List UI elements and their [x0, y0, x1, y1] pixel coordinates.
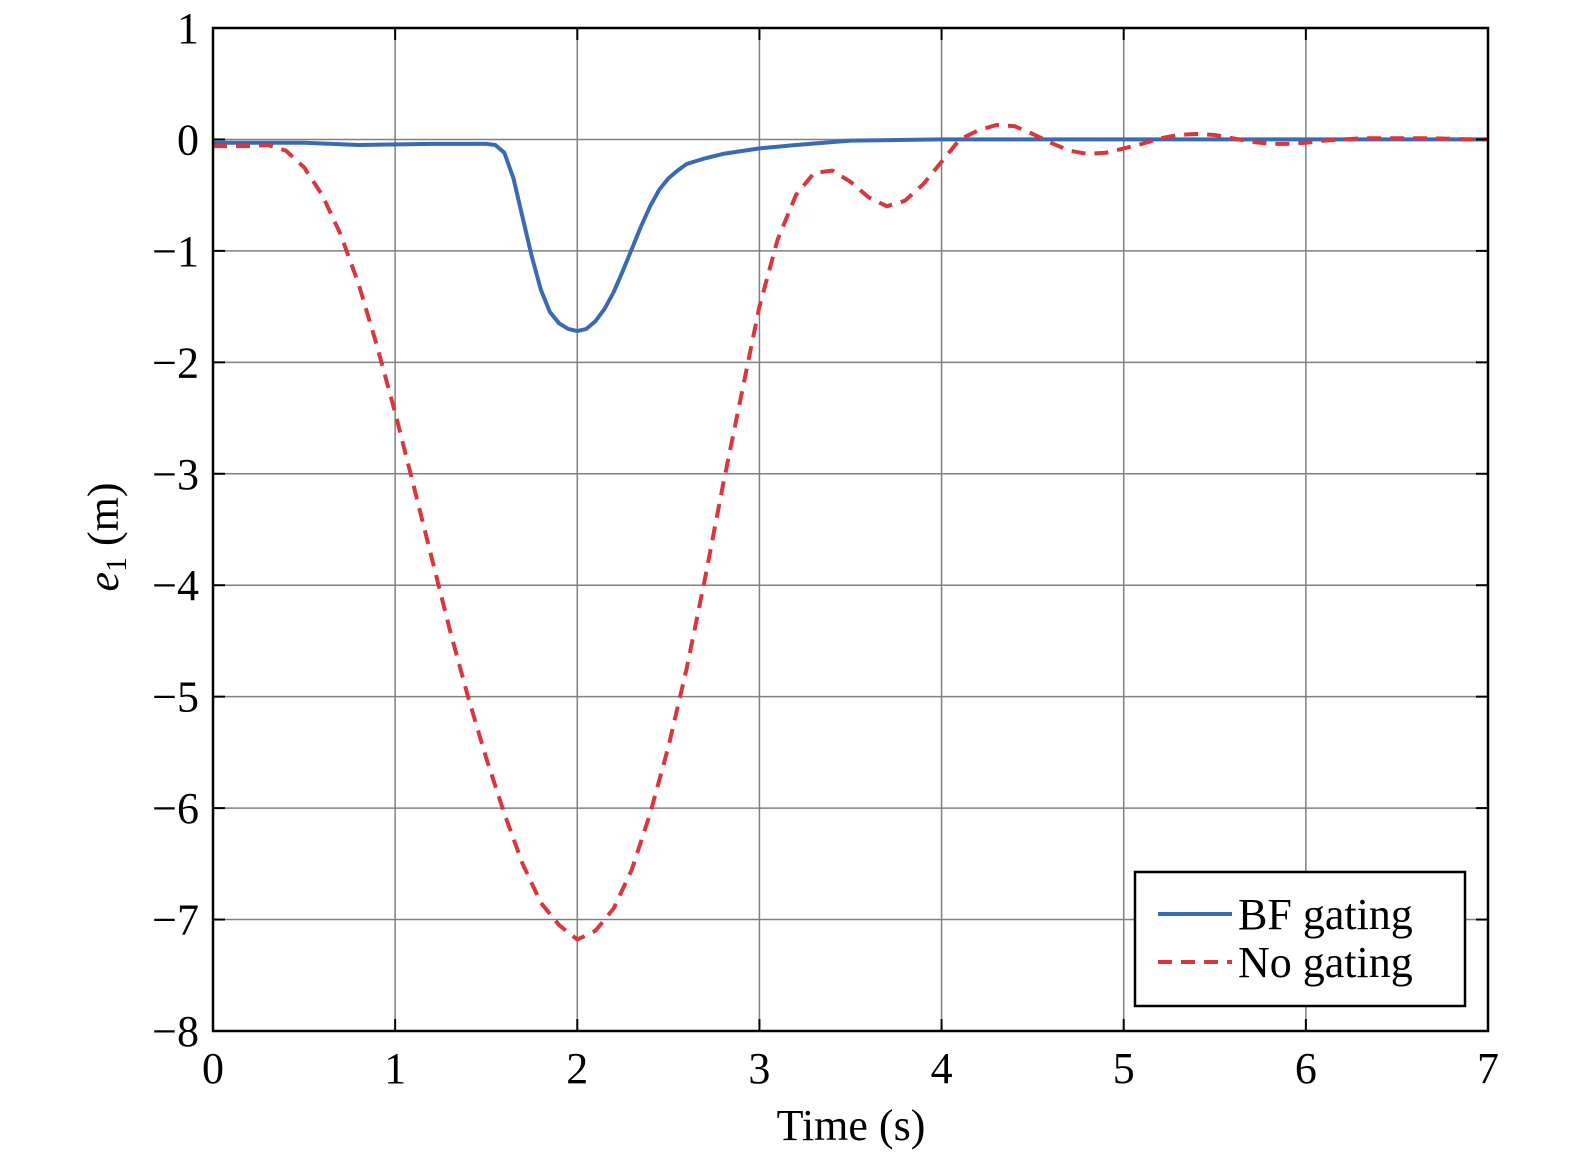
x-tick-label: 7 — [1477, 1044, 1499, 1093]
x-tick-label: 6 — [1295, 1044, 1317, 1093]
y-axis-label-subscript: 1 — [100, 557, 133, 572]
y-axis-label-unit: (m) — [79, 482, 128, 557]
legend-label-bf-gating: BF gating — [1238, 890, 1413, 939]
series-lines — [213, 123, 1488, 942]
y-axis-label: e1 (m) — [79, 482, 133, 591]
y-tick-label: −4 — [152, 561, 199, 610]
y-tick-label: −2 — [152, 338, 199, 387]
y-tick-label: −8 — [152, 1007, 199, 1056]
x-axis-label: Time (s) — [777, 1101, 926, 1150]
y-tick-label: 0 — [177, 115, 199, 164]
legend-box — [1133, 870, 1467, 1008]
y-tick-label: −7 — [152, 896, 199, 945]
x-tick-label: 5 — [1113, 1044, 1135, 1093]
y-tick-label: 1 — [177, 4, 199, 53]
y-tick-label: −3 — [152, 450, 199, 499]
x-tick-labels: 0 1 2 3 4 5 6 7 — [202, 1044, 1499, 1093]
y-axis-label-symbol: e — [79, 572, 128, 592]
y-tick-label: −5 — [152, 673, 199, 722]
x-tick-label: 1 — [384, 1044, 406, 1093]
y-tick-label: −6 — [152, 784, 199, 833]
x-tick-label: 3 — [748, 1044, 770, 1093]
y-tick-labels: 1 0 −1 −2 −3 −4 −5 −6 −7 −8 — [152, 4, 199, 1056]
x-tick-label: 4 — [931, 1044, 953, 1093]
y-tick-label: −1 — [152, 227, 199, 276]
series-line-bf-gating — [213, 137, 1488, 334]
x-tick-label: 0 — [202, 1044, 224, 1093]
legend-label-no-gating: No gating — [1238, 938, 1413, 987]
series-line-no-gating — [213, 123, 1488, 942]
legend: BF gating No gating — [1133, 870, 1467, 1008]
axis-ticks — [212, 27, 1489, 1032]
x-tick-label: 2 — [566, 1044, 588, 1093]
plot-area-frame — [211, 26, 1490, 1033]
